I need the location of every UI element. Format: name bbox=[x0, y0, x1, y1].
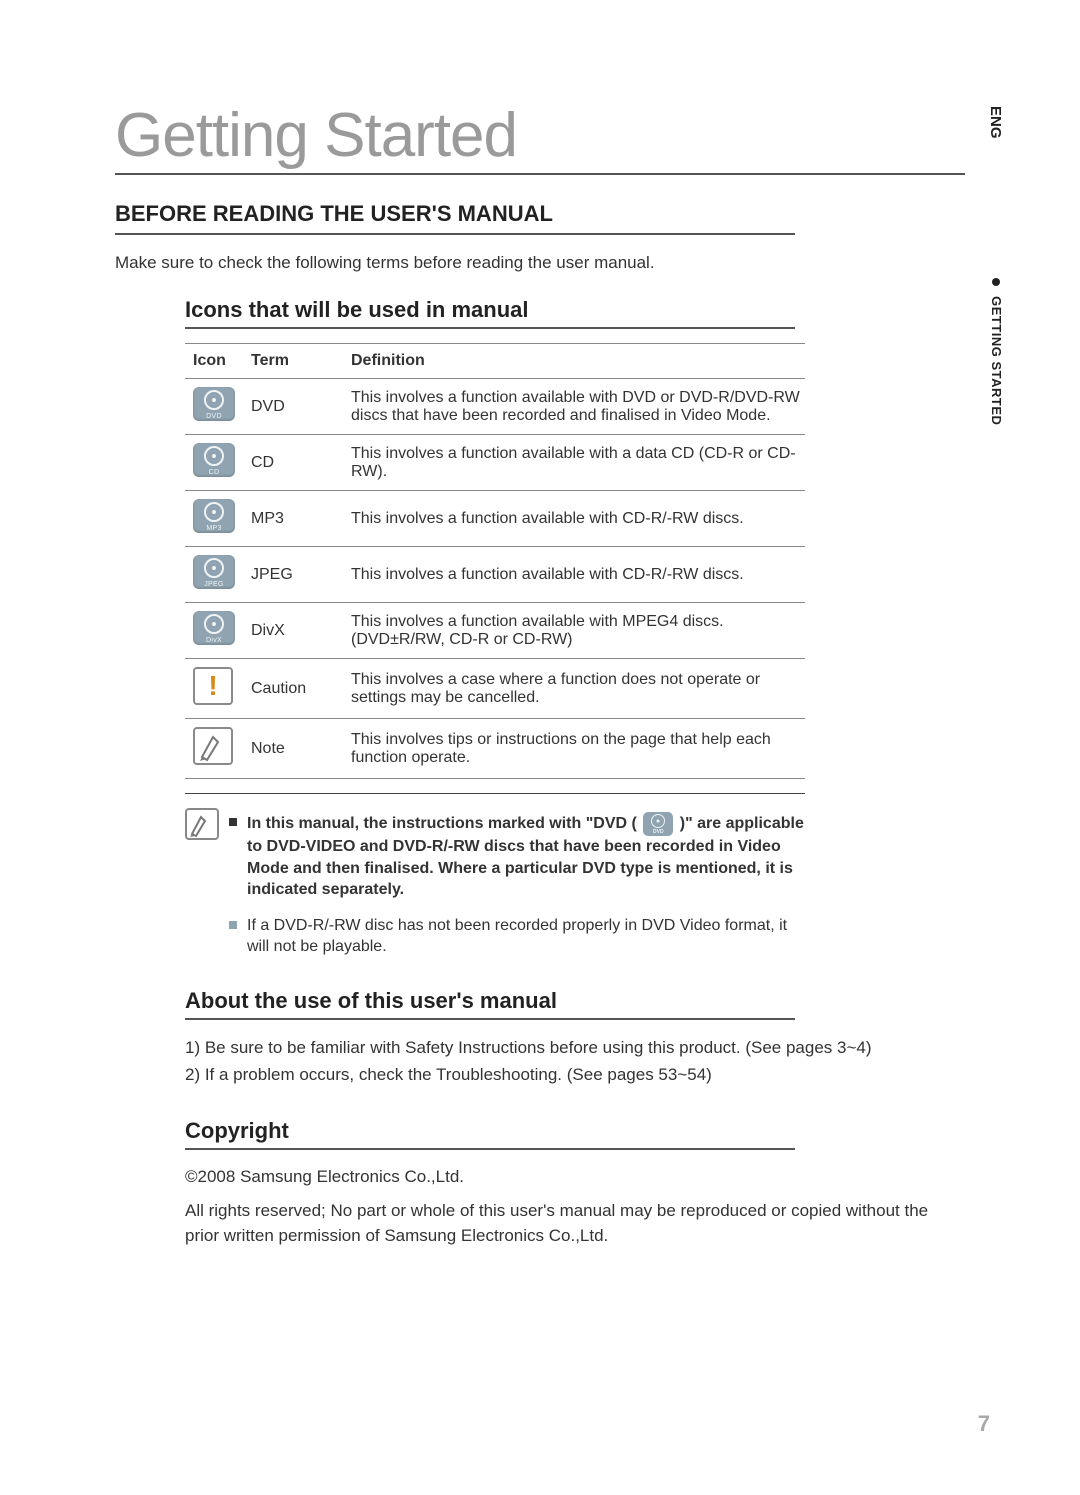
table-row: DivXDivXThis involves a function availab… bbox=[185, 603, 805, 659]
term-cell: Caution bbox=[243, 659, 343, 719]
side-section-tab: GETTING STARTED bbox=[989, 278, 1004, 425]
disc-icon: DVD bbox=[193, 387, 235, 421]
table-row: JPEGJPEGThis involves a function availab… bbox=[185, 547, 805, 603]
th-term: Term bbox=[243, 344, 343, 379]
note-icon bbox=[185, 808, 219, 840]
icon-cell bbox=[185, 659, 243, 719]
th-icon: Icon bbox=[185, 344, 243, 379]
icon-cell: DVD bbox=[185, 379, 243, 435]
term-cell: JPEG bbox=[243, 547, 343, 603]
definition-cell: This involves tips or instructions on th… bbox=[343, 719, 805, 779]
about-list: 1) Be sure to be familiar with Safety In… bbox=[185, 1034, 965, 1088]
copyright-body: ©2008 Samsung Electronics Co.,Ltd. All ri… bbox=[185, 1164, 965, 1249]
icon-cell: DivX bbox=[185, 603, 243, 659]
callout-item: In this manual, the instructions marked … bbox=[229, 812, 805, 901]
callout-list: In this manual, the instructions marked … bbox=[229, 812, 805, 958]
about-heading: About the use of this user's manual bbox=[185, 988, 795, 1020]
th-definition: Definition bbox=[343, 344, 805, 379]
term-cell: DVD bbox=[243, 379, 343, 435]
disc-icon: DivX bbox=[193, 611, 235, 645]
definition-cell: This involves a function available with … bbox=[343, 603, 805, 659]
page-title: Getting Started bbox=[115, 100, 965, 175]
list-item: 2) If a problem occurs, check the Troubl… bbox=[185, 1061, 965, 1088]
icons-table-body: DVDDVDThis involves a function available… bbox=[185, 379, 805, 779]
term-cell: MP3 bbox=[243, 491, 343, 547]
term-cell: CD bbox=[243, 435, 343, 491]
icons-table: Icon Term Definition DVDDVDThis involves… bbox=[185, 343, 805, 779]
table-row: DVDDVDThis involves a function available… bbox=[185, 379, 805, 435]
side-tab-bullet bbox=[992, 278, 1000, 286]
copyright-section: Copyright ©2008 Samsung Electronics Co.,… bbox=[185, 1118, 965, 1249]
definition-cell: This involves a function available with … bbox=[343, 547, 805, 603]
term-cell: Note bbox=[243, 719, 343, 779]
disc-icon: JPEG bbox=[193, 555, 235, 589]
definition-cell: This involves a function available with … bbox=[343, 491, 805, 547]
about-section: About the use of this user's manual 1) B… bbox=[185, 988, 965, 1088]
definition-cell: This involves a function available with … bbox=[343, 435, 805, 491]
disc-icon: DVD bbox=[643, 812, 673, 836]
disc-icon: MP3 bbox=[193, 499, 235, 533]
intro-text: Make sure to check the following terms b… bbox=[115, 253, 965, 273]
section-heading: BEFORE READING THE USER'S MANUAL bbox=[115, 201, 795, 235]
definition-cell: This involves a function available with … bbox=[343, 379, 805, 435]
page-number: 7 bbox=[978, 1411, 990, 1437]
disc-icon: CD bbox=[193, 443, 235, 477]
page-content: Getting Started BEFORE READING THE USER'… bbox=[115, 100, 965, 1257]
icon-cell: CD bbox=[185, 435, 243, 491]
icons-table-heading: Icons that will be used in manual bbox=[185, 297, 795, 329]
caution-icon bbox=[193, 667, 233, 705]
table-row: CautionThis involves a case where a func… bbox=[185, 659, 805, 719]
list-item: 1) Be sure to be familiar with Safety In… bbox=[185, 1034, 965, 1061]
note-callout: In this manual, the instructions marked … bbox=[185, 793, 805, 958]
side-language-label: ENG bbox=[987, 106, 1004, 139]
term-cell: DivX bbox=[243, 603, 343, 659]
copyright-line: All rights reserved; No part or whole of… bbox=[185, 1198, 965, 1249]
definition-cell: This involves a case where a function do… bbox=[343, 659, 805, 719]
side-tab-text: GETTING STARTED bbox=[989, 296, 1004, 425]
copyright-heading: Copyright bbox=[185, 1118, 795, 1150]
icon-cell: JPEG bbox=[185, 547, 243, 603]
table-row: CDCDThis involves a function available w… bbox=[185, 435, 805, 491]
icon-cell: MP3 bbox=[185, 491, 243, 547]
note-icon bbox=[193, 727, 233, 765]
table-row: NoteThis involves tips or instructions o… bbox=[185, 719, 805, 779]
table-row: MP3MP3This involves a function available… bbox=[185, 491, 805, 547]
copyright-line: ©2008 Samsung Electronics Co.,Ltd. bbox=[185, 1164, 965, 1190]
callout-item: If a DVD-R/-RW disc has not been recorde… bbox=[229, 915, 805, 958]
icon-cell bbox=[185, 719, 243, 779]
